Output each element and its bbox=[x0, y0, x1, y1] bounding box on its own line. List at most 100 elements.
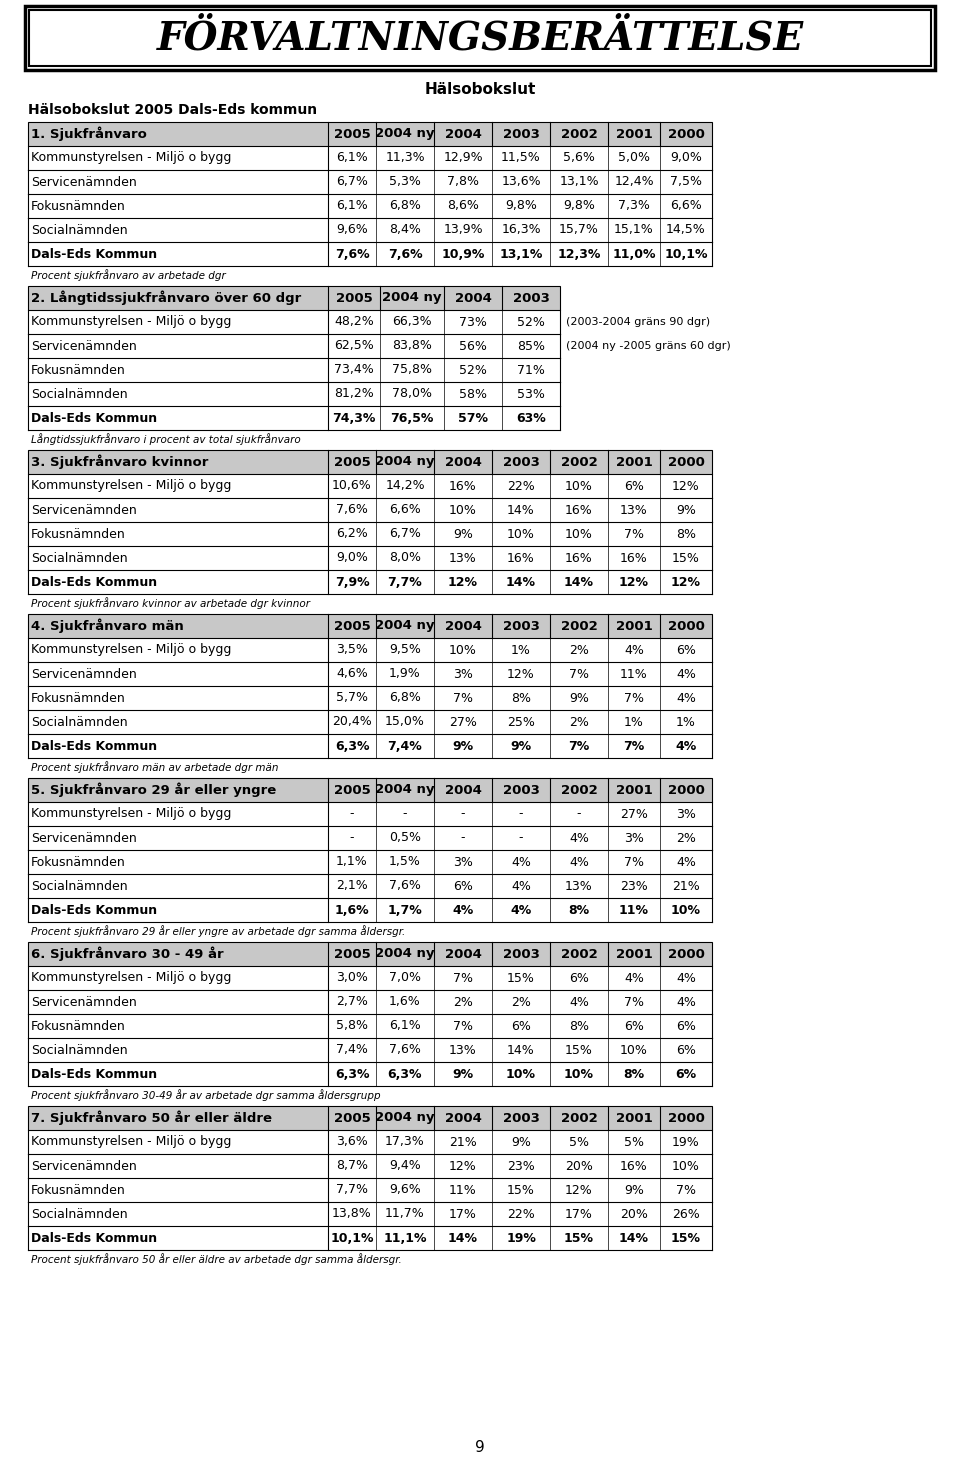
Text: 9,8%: 9,8% bbox=[564, 199, 595, 212]
Text: 10,9%: 10,9% bbox=[442, 247, 485, 261]
Bar bbox=[29, 10, 931, 66]
Text: Fokusnämnden: Fokusnämnden bbox=[31, 855, 126, 868]
Text: 2002: 2002 bbox=[561, 127, 597, 141]
Text: 4%: 4% bbox=[676, 691, 696, 704]
Text: Procent sjukfrånvaro 30-49 år av arbetade dgr samma åldersgrupp: Procent sjukfrånvaro 30-49 år av arbetad… bbox=[31, 1089, 380, 1101]
Text: Socialnämnden: Socialnämnden bbox=[31, 880, 128, 893]
Text: 12,3%: 12,3% bbox=[558, 247, 601, 261]
Text: 4%: 4% bbox=[676, 855, 696, 868]
Bar bbox=[28, 523, 712, 546]
Bar bbox=[25, 6, 935, 70]
Text: 2004 ny: 2004 ny bbox=[375, 1111, 435, 1124]
Text: 6,1%: 6,1% bbox=[389, 1019, 420, 1032]
Text: 2004 ny: 2004 ny bbox=[375, 455, 435, 468]
Text: Hälsobokslut: Hälsobokslut bbox=[424, 82, 536, 98]
Text: 8%: 8% bbox=[568, 903, 589, 916]
Text: 10,1%: 10,1% bbox=[664, 247, 708, 261]
Text: 2003: 2003 bbox=[503, 947, 540, 960]
Text: 14,2%: 14,2% bbox=[385, 480, 425, 492]
Text: 14%: 14% bbox=[564, 575, 594, 589]
Text: 1,5%: 1,5% bbox=[389, 855, 420, 868]
Text: 7%: 7% bbox=[676, 1183, 696, 1196]
Text: 2005: 2005 bbox=[334, 619, 371, 632]
Text: 9,5%: 9,5% bbox=[389, 644, 420, 656]
Bar bbox=[28, 1038, 712, 1061]
Text: 2%: 2% bbox=[569, 644, 588, 656]
Text: 14%: 14% bbox=[619, 1231, 649, 1244]
Text: 6,8%: 6,8% bbox=[389, 691, 420, 704]
Bar bbox=[28, 777, 712, 802]
Text: Dals-Eds Kommun: Dals-Eds Kommun bbox=[31, 575, 157, 589]
Text: 7%: 7% bbox=[453, 691, 473, 704]
Text: 7. Sjukfrånvaro 50 år eller äldre: 7. Sjukfrånvaro 50 år eller äldre bbox=[31, 1111, 272, 1126]
Text: 16%: 16% bbox=[565, 504, 593, 517]
Text: 15%: 15% bbox=[565, 1044, 593, 1057]
Text: 2,1%: 2,1% bbox=[336, 880, 368, 893]
Text: 9,8%: 9,8% bbox=[505, 199, 537, 212]
Text: 6,1%: 6,1% bbox=[336, 199, 368, 212]
Text: Socialnämnden: Socialnämnden bbox=[31, 552, 128, 565]
Text: 2%: 2% bbox=[569, 716, 588, 729]
Text: 14%: 14% bbox=[507, 504, 535, 517]
Text: Servicenämnden: Servicenämnden bbox=[31, 176, 136, 189]
Text: FÖRVALTNINGSBERÄTTELSE: FÖRVALTNINGSBERÄTTELSE bbox=[156, 19, 804, 57]
Text: 12%: 12% bbox=[672, 480, 700, 492]
Text: -: - bbox=[518, 832, 523, 845]
Text: 11,1%: 11,1% bbox=[383, 1231, 427, 1244]
Text: 9%: 9% bbox=[511, 1136, 531, 1148]
Bar bbox=[28, 1179, 712, 1202]
Text: 6,3%: 6,3% bbox=[388, 1067, 422, 1080]
Text: 4%: 4% bbox=[676, 739, 697, 752]
Text: 62,5%: 62,5% bbox=[334, 340, 373, 353]
Bar bbox=[28, 498, 712, 523]
Text: Servicenämnden: Servicenämnden bbox=[31, 504, 136, 517]
Bar bbox=[28, 195, 712, 218]
Text: 2002: 2002 bbox=[561, 455, 597, 468]
Text: Kommunstyrelsen - Miljö o bygg: Kommunstyrelsen - Miljö o bygg bbox=[31, 808, 231, 820]
Text: 4%: 4% bbox=[569, 832, 588, 845]
Text: 7,6%: 7,6% bbox=[388, 247, 422, 261]
Bar bbox=[28, 1061, 712, 1086]
Text: 4%: 4% bbox=[624, 644, 644, 656]
Text: 4%: 4% bbox=[511, 903, 532, 916]
Text: 2005: 2005 bbox=[334, 455, 371, 468]
Bar bbox=[28, 406, 560, 430]
Bar bbox=[28, 733, 712, 758]
Bar bbox=[28, 1225, 712, 1250]
Text: 6,1%: 6,1% bbox=[336, 151, 368, 164]
Text: 7,5%: 7,5% bbox=[670, 176, 702, 189]
Text: Servicenämnden: Servicenämnden bbox=[31, 668, 136, 681]
Text: Socialnämnden: Socialnämnden bbox=[31, 1208, 128, 1221]
Text: 11%: 11% bbox=[619, 903, 649, 916]
Text: 27%: 27% bbox=[620, 808, 648, 820]
Text: Procent sjukfrånvaro män av arbetade dgr män: Procent sjukfrånvaro män av arbetade dgr… bbox=[31, 761, 278, 773]
Text: 4%: 4% bbox=[624, 972, 644, 984]
Text: Dals-Eds Kommun: Dals-Eds Kommun bbox=[31, 411, 157, 425]
Text: 85%: 85% bbox=[517, 340, 545, 353]
Text: 7,6%: 7,6% bbox=[336, 504, 368, 517]
Text: 13,1%: 13,1% bbox=[499, 247, 542, 261]
Text: 57%: 57% bbox=[458, 411, 488, 425]
Text: 4%: 4% bbox=[511, 880, 531, 893]
Text: 7%: 7% bbox=[624, 996, 644, 1009]
Text: 5%: 5% bbox=[569, 1136, 589, 1148]
Text: 2002: 2002 bbox=[561, 619, 597, 632]
Bar bbox=[28, 990, 712, 1015]
Text: 73,4%: 73,4% bbox=[334, 363, 373, 376]
Text: 52%: 52% bbox=[459, 363, 487, 376]
Text: 25%: 25% bbox=[507, 716, 535, 729]
Text: Servicenämnden: Servicenämnden bbox=[31, 996, 136, 1009]
Bar bbox=[28, 449, 712, 474]
Text: Servicenämnden: Servicenämnden bbox=[31, 832, 136, 845]
Text: 7%: 7% bbox=[453, 972, 473, 984]
Text: 5,7%: 5,7% bbox=[336, 691, 368, 704]
Text: 10%: 10% bbox=[565, 527, 593, 540]
Text: 14%: 14% bbox=[448, 1231, 478, 1244]
Text: 2004 ny: 2004 ny bbox=[375, 127, 435, 141]
Text: 2000: 2000 bbox=[667, 619, 705, 632]
Text: Procent sjukfrånvaro 29 år eller yngre av arbetade dgr samma åldersgr.: Procent sjukfrånvaro 29 år eller yngre a… bbox=[31, 925, 405, 937]
Text: 9,0%: 9,0% bbox=[670, 151, 702, 164]
Text: 6%: 6% bbox=[676, 644, 696, 656]
Text: 74,3%: 74,3% bbox=[332, 411, 375, 425]
Text: 2001: 2001 bbox=[615, 1111, 653, 1124]
